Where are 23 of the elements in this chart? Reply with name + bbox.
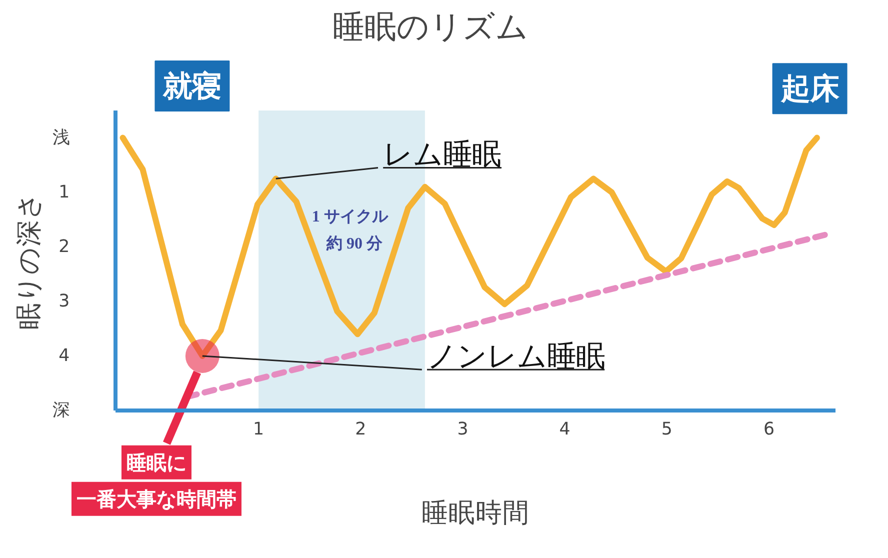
x-tick-label: 5 <box>661 420 672 440</box>
x-axis-title: 睡眠時間 <box>422 498 530 528</box>
text: 睡眠に <box>126 450 186 474</box>
x-tick-label: 4 <box>559 420 570 440</box>
annotation: ノンレム睡眠 <box>426 338 605 373</box>
annotation: 就寝 <box>162 68 222 103</box>
x-tick-label: 3 <box>457 420 468 440</box>
annotation: レム睡眠 <box>383 137 502 172</box>
annotation: 約 90 分 <box>326 234 384 253</box>
x-tick-label: 2 <box>355 420 366 440</box>
y-tick-label: 3 <box>58 291 70 312</box>
text: 一番大事な時間帯 <box>76 486 236 511</box>
y-tick-label: 4 <box>58 346 70 366</box>
y-axis-title: 眠りの深さ <box>14 192 44 330</box>
y-tick-label: 深 <box>52 400 70 420</box>
y-tick-label: 2 <box>58 236 70 257</box>
band-label: 1 サイクル <box>312 208 389 226</box>
x-tick-label: 1 <box>253 420 264 440</box>
y-tick-label: 1 <box>58 182 70 202</box>
y-tick-label: 浅 <box>52 128 70 148</box>
x-tick-label: 6 <box>763 420 774 440</box>
chart-title: 睡眠のリズム <box>332 8 528 46</box>
annotation: 起床 <box>780 72 840 106</box>
